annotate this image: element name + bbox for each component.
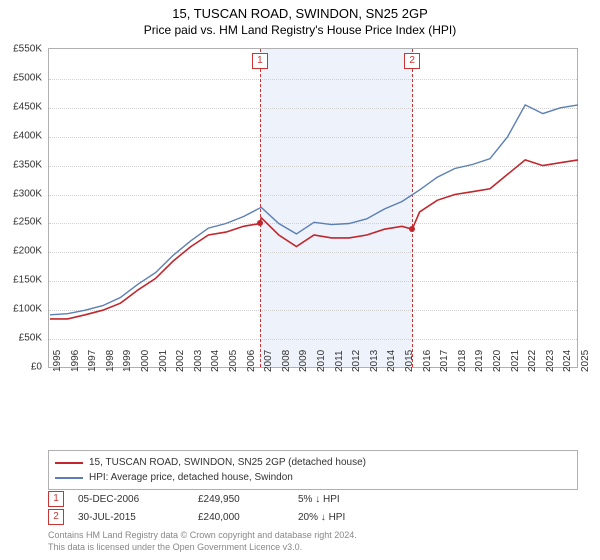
transaction-badge: 1 bbox=[48, 491, 64, 507]
x-axis-label: 1995 bbox=[52, 350, 63, 372]
series-hpi bbox=[50, 105, 578, 315]
x-axis-label: 2011 bbox=[334, 350, 345, 372]
x-axis-label: 2023 bbox=[545, 350, 556, 372]
y-axis-label: £0 bbox=[31, 362, 42, 373]
x-axis-label: 2007 bbox=[263, 350, 274, 372]
legend-row: HPI: Average price, detached house, Swin… bbox=[55, 470, 571, 485]
footer-line-1: Contains HM Land Registry data © Crown c… bbox=[48, 530, 357, 542]
transactions-table: 1 05-DEC-2006£249,9505% ↓ HPI 2 30-JUL-2015… bbox=[48, 490, 578, 526]
chart-area: 12 £0£50K£100K£150K£200K£250K£300K£350K£… bbox=[48, 48, 578, 408]
title-block: 15, TUSCAN ROAD, SWINDON, SN25 2GP Price… bbox=[0, 0, 600, 37]
x-axis-label: 2010 bbox=[316, 350, 327, 372]
x-axis-label: 2004 bbox=[210, 350, 221, 372]
transaction-row: 1 05-DEC-2006£249,9505% ↓ HPI bbox=[48, 490, 578, 508]
transaction-delta: 5% ↓ HPI bbox=[298, 494, 418, 505]
x-axis-label: 2016 bbox=[422, 350, 433, 372]
legend-label: HPI: Average price, detached house, Swin… bbox=[89, 472, 293, 483]
x-axis-label: 2003 bbox=[193, 350, 204, 372]
transaction-price: £240,000 bbox=[198, 512, 298, 523]
x-axis-label: 2012 bbox=[351, 350, 362, 372]
x-axis-label: 1996 bbox=[70, 350, 81, 372]
plot: 12 bbox=[48, 48, 578, 368]
transaction-date: 30-JUL-2015 bbox=[78, 512, 198, 523]
transaction-date: 05-DEC-2006 bbox=[78, 494, 198, 505]
x-axis-label: 2020 bbox=[492, 350, 503, 372]
x-axis-label: 2013 bbox=[369, 350, 380, 372]
y-axis-label: £450K bbox=[13, 101, 42, 112]
x-axis-label: 2008 bbox=[281, 350, 292, 372]
y-axis-label: £350K bbox=[13, 159, 42, 170]
y-axis-label: £550K bbox=[13, 44, 42, 55]
y-axis-label: £250K bbox=[13, 217, 42, 228]
transaction-row: 2 30-JUL-2015£240,00020% ↓ HPI bbox=[48, 508, 578, 526]
legend-label: 15, TUSCAN ROAD, SWINDON, SN25 2GP (deta… bbox=[89, 457, 366, 468]
transaction-price: £249,950 bbox=[198, 494, 298, 505]
x-axis-label: 2014 bbox=[386, 350, 397, 372]
series-svg bbox=[49, 49, 579, 369]
footer-line-2: This data is licensed under the Open Gov… bbox=[48, 542, 357, 554]
x-axis-label: 2000 bbox=[140, 350, 151, 372]
y-axis-label: £300K bbox=[13, 188, 42, 199]
x-axis-label: 2022 bbox=[527, 350, 538, 372]
x-axis-label: 2019 bbox=[474, 350, 485, 372]
y-axis-label: £100K bbox=[13, 304, 42, 315]
x-axis-label: 1999 bbox=[122, 350, 133, 372]
y-axis-label: £500K bbox=[13, 72, 42, 83]
y-axis-label: £400K bbox=[13, 130, 42, 141]
chart-title: 15, TUSCAN ROAD, SWINDON, SN25 2GP bbox=[0, 6, 600, 21]
x-axis-label: 1997 bbox=[87, 350, 98, 372]
x-axis-label: 2018 bbox=[457, 350, 468, 372]
x-axis-label: 2001 bbox=[158, 350, 169, 372]
series-property bbox=[50, 160, 578, 319]
x-axis-label: 2015 bbox=[404, 350, 415, 372]
y-axis-label: £200K bbox=[13, 246, 42, 257]
y-axis-label: £150K bbox=[13, 275, 42, 286]
x-axis-label: 2005 bbox=[228, 350, 239, 372]
x-axis-label: 2024 bbox=[562, 350, 573, 372]
x-axis-label: 1998 bbox=[105, 350, 116, 372]
x-axis-label: 2009 bbox=[298, 350, 309, 372]
legend-swatch bbox=[55, 477, 83, 479]
x-axis-label: 2017 bbox=[439, 350, 450, 372]
legend-swatch bbox=[55, 462, 83, 464]
x-axis-label: 2025 bbox=[580, 350, 591, 372]
legend: 15, TUSCAN ROAD, SWINDON, SN25 2GP (deta… bbox=[48, 450, 578, 490]
x-axis-label: 2002 bbox=[175, 350, 186, 372]
x-axis-label: 2021 bbox=[510, 350, 521, 372]
chart-subtitle: Price paid vs. HM Land Registry's House … bbox=[0, 23, 600, 37]
transaction-badge: 2 bbox=[48, 509, 64, 525]
legend-row: 15, TUSCAN ROAD, SWINDON, SN25 2GP (deta… bbox=[55, 455, 571, 470]
y-axis-label: £50K bbox=[19, 333, 42, 344]
chart-container: 15, TUSCAN ROAD, SWINDON, SN25 2GP Price… bbox=[0, 0, 600, 560]
x-axis-label: 2006 bbox=[246, 350, 257, 372]
transaction-delta: 20% ↓ HPI bbox=[298, 512, 418, 523]
footer: Contains HM Land Registry data © Crown c… bbox=[48, 530, 357, 553]
